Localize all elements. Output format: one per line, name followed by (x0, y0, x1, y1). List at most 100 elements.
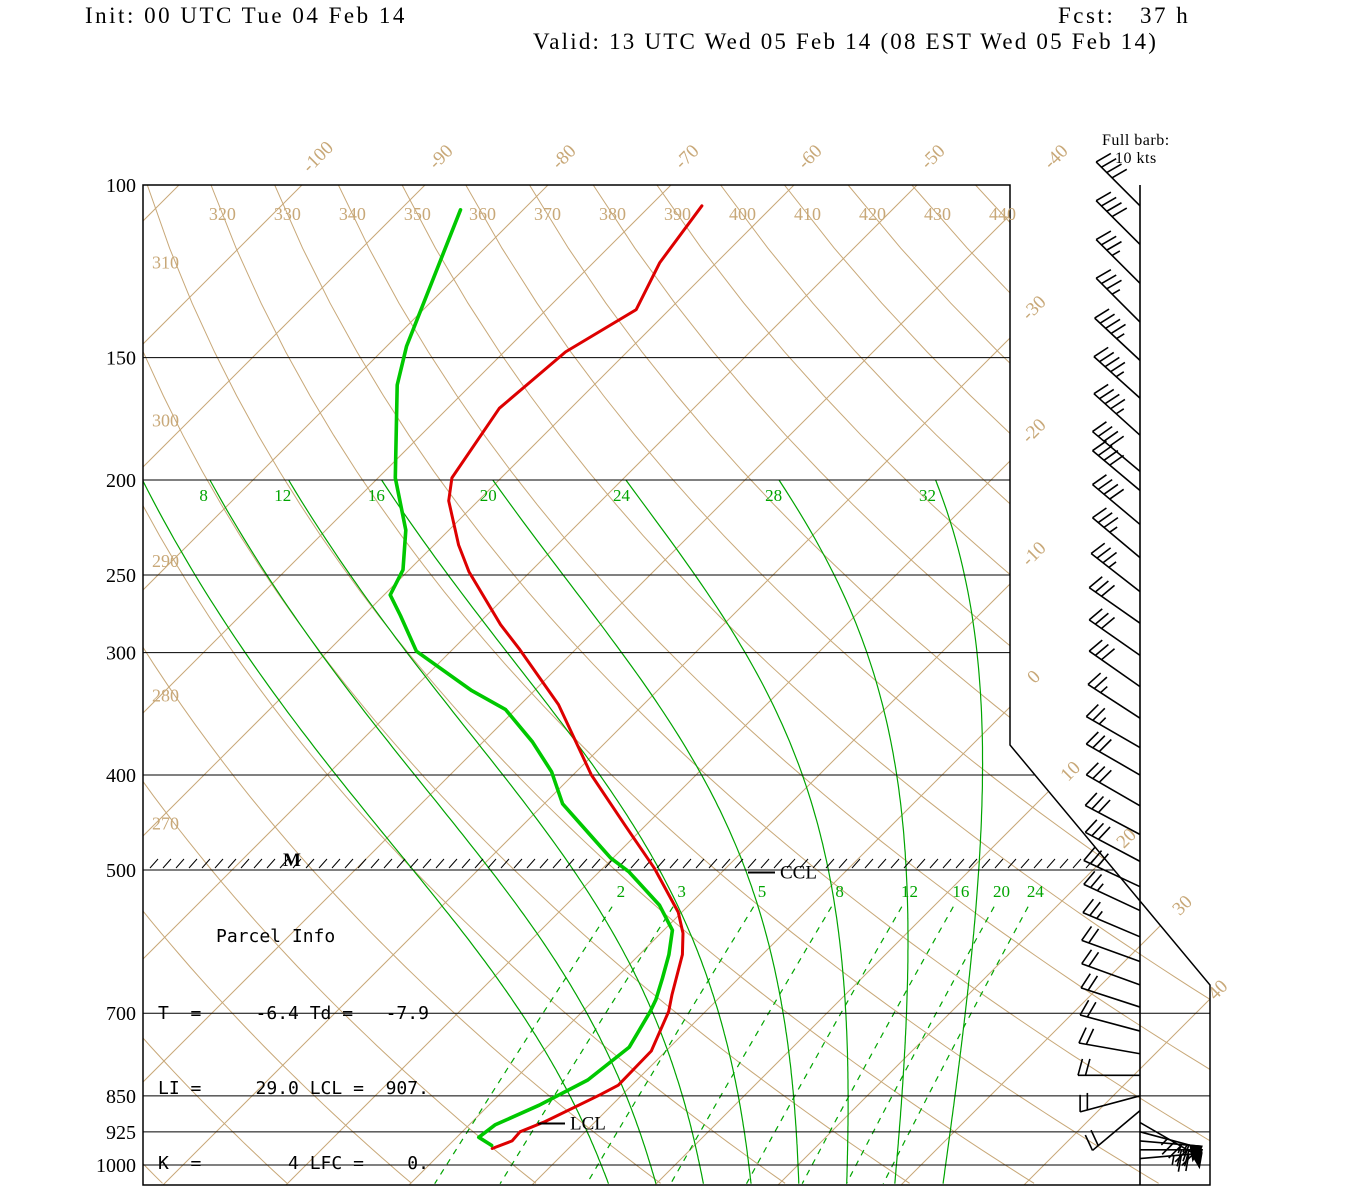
full-barb-10kt (1097, 799, 1111, 813)
moist-adiabat (625, 479, 849, 1184)
dry-adiabat-label: 410 (794, 204, 821, 224)
wind-barb (1081, 949, 1141, 986)
pressure-label: 500 (106, 860, 136, 882)
moist-adiabat-label: 16 (368, 486, 385, 505)
full-barb-10kt (1097, 826, 1111, 840)
wind-barb-legend-units: 10 kts (1115, 150, 1157, 167)
mixing-ratio-line (801, 906, 954, 1184)
isotherm-label: -80 (548, 141, 581, 174)
plot-frame (142, 184, 1211, 1186)
full-barb-10kt (1088, 951, 1100, 967)
full-barb-10kt (1084, 1058, 1091, 1076)
moist-adiabat-label: 28 (765, 486, 782, 505)
full-barb-10kt (1101, 274, 1117, 285)
wind-barb (1090, 542, 1141, 593)
dry-adiabat-label: 390 (664, 204, 691, 224)
dry-adiabat (911, 185, 1210, 1184)
full-barb-10kt (1100, 648, 1116, 661)
half-barb-5kt (1096, 910, 1103, 919)
parcel-info-box: Parcel Info T = -6.4 Td = -7.9 LI = 29.0… (158, 874, 429, 1200)
full-barb-10kt (1088, 576, 1103, 589)
full-barb-10kt (1077, 1058, 1084, 1076)
full-barb-10kt (1092, 474, 1107, 486)
wind-barb-legend: Full barb: 10 kts (1102, 132, 1170, 168)
half-barb-5kt (1100, 685, 1108, 694)
moist-adiabat (143, 479, 610, 1184)
wind-barb (1081, 925, 1141, 963)
full-barb-10kt (1078, 1027, 1087, 1044)
wind-barb (1095, 191, 1141, 246)
full-barb-10kt (1097, 478, 1113, 491)
full-barb-10kt (1092, 421, 1107, 433)
dry-adiabat-label: 270 (152, 813, 179, 833)
mixing-ratio-lines (434, 906, 1029, 1185)
full-barb-10kt (1088, 639, 1103, 652)
isotherm-label: 0 (1023, 666, 1045, 688)
dry-adiabat-label: 280 (152, 686, 179, 706)
half-barb-5kt (1096, 883, 1104, 892)
dry-adiabat (529, 185, 1210, 1184)
level-marker-m: M (283, 850, 301, 871)
full-barb-10kt (1095, 152, 1112, 163)
dry-adiabat (337, 185, 1210, 1184)
full-barb-10kt (1095, 191, 1112, 202)
wind-barb (1091, 474, 1141, 526)
dry-adiabat (784, 185, 1210, 1184)
full-barb-10kt (1081, 925, 1093, 941)
dry-adiabat (465, 185, 1210, 1184)
dry-adiabat-label: 340 (339, 204, 366, 224)
pressure-label: 1000 (96, 1155, 136, 1177)
dry-adiabat-label: 290 (152, 551, 179, 571)
full-barb-10kt (1098, 769, 1112, 783)
full-barb-10kt (1090, 1129, 1099, 1146)
dry-adiabat (656, 185, 1210, 1184)
full-barb-10kt (1080, 973, 1091, 989)
mixing-ratio-line (745, 906, 903, 1184)
full-barb-10kt (1103, 430, 1119, 442)
moist-adiabat-label: 12 (274, 486, 291, 505)
dry-adiabat (143, 185, 910, 1184)
full-barb-10kt (1089, 850, 1103, 865)
full-barb-10kt (1088, 608, 1103, 621)
full-barb-10kt (1085, 731, 1099, 745)
wind-barb (1078, 1027, 1141, 1055)
isotherm-label: -70 (671, 141, 704, 174)
full-barb-10kt (1099, 388, 1115, 400)
full-barb-10kt (1083, 870, 1096, 885)
wind-barb (1082, 898, 1141, 938)
full-barb-10kt (1079, 999, 1090, 1016)
parcel-info-line: T = -6.4 Td = -7.9 (158, 1003, 429, 1024)
wind-barb (1093, 383, 1141, 436)
isotherm-label: -40 (1040, 141, 1073, 174)
half-barb-5kt (1116, 333, 1125, 340)
mixing-ratio-label: 12 (901, 882, 918, 901)
moist-adiabat (288, 479, 704, 1184)
full-barb-10kt (1109, 454, 1125, 466)
moist-adiabat (778, 479, 909, 1184)
wind-barb (1079, 1092, 1141, 1113)
full-barb-10kt (1106, 202, 1122, 212)
full-barb-10kt (1094, 643, 1109, 656)
wind-barb (1095, 230, 1141, 284)
wind-barb (1083, 846, 1141, 888)
full-barb-10kt (1094, 308, 1110, 319)
mixing-ratio-label: 16 (952, 882, 969, 901)
full-barb-10kt (1089, 873, 1103, 889)
dry-adiabat-label: 320 (209, 204, 236, 224)
pressure-label: 850 (106, 1086, 136, 1108)
mixing-ratio-line (845, 906, 995, 1184)
isobars (143, 357, 1210, 1166)
wind-barb (1085, 762, 1141, 807)
dry-adiabat-label: 420 (859, 204, 886, 224)
full-barb-10kt (1110, 361, 1126, 373)
wind-barb (1077, 1058, 1140, 1077)
full-barb-10kt (1085, 703, 1099, 718)
full-barb-10kt (1176, 1149, 1183, 1167)
full-barb-10kt (1104, 393, 1120, 405)
isotherm-label: -20 (1018, 415, 1051, 448)
full-barb-10kt (1102, 551, 1118, 564)
full-barb-10kt (1093, 346, 1109, 358)
full-barb-10kt (1096, 853, 1109, 868)
dry-adiabat (975, 185, 1210, 1184)
pressure-label: 300 (106, 643, 136, 665)
